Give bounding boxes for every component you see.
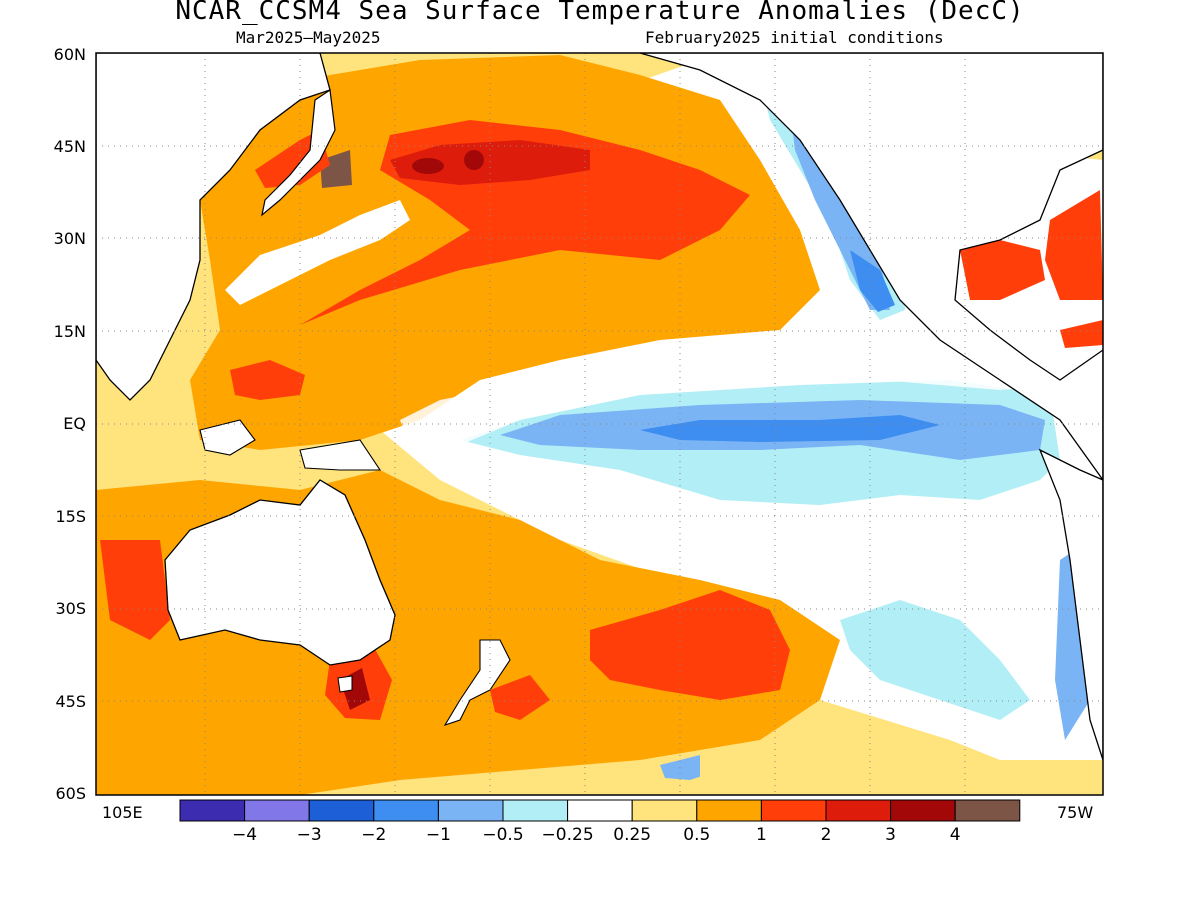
colorbar-tick-label: −3	[296, 825, 322, 845]
colorbar-swatch	[437, 799, 504, 822]
lon-label-75w: 75W	[1057, 803, 1094, 822]
lat-label-15s: 15S	[55, 507, 86, 526]
colorbar-swatch	[631, 799, 698, 822]
colorbar-swatch	[567, 799, 633, 822]
colorbar-swatch	[244, 799, 310, 822]
colorbar-swatch	[825, 799, 892, 822]
colorbar-tick-label: −1	[425, 825, 451, 845]
colorbar-swatch	[179, 799, 246, 822]
colorbar-swatch	[954, 799, 1021, 822]
colorbar-tick-label: −4	[232, 825, 258, 845]
colorbar-tick-label: −0.25	[541, 825, 594, 845]
lat-label-30n: 30N	[53, 229, 86, 248]
colorbar	[179, 799, 1021, 822]
colorbar-tick-label: 4	[949, 825, 961, 845]
lat-label-45n: 45N	[53, 137, 86, 156]
lat-label-30s: 30S	[55, 599, 86, 618]
lat-label-45s: 45S	[55, 692, 86, 711]
map-title: NCAR_CCSM4 Sea Surface Temperature Anoma…	[175, 0, 1025, 26]
colorbar-tick-label: −2	[361, 825, 387, 845]
initial-conditions: February2025 initial conditions	[645, 28, 944, 47]
colorbar-swatch	[502, 799, 569, 822]
lon-label-105e: 105E	[102, 803, 143, 822]
colorbar-swatch	[760, 799, 827, 822]
map-frame	[95, 52, 1104, 796]
colorbar-tick-label: 2	[820, 825, 832, 845]
lat-label-60s: 60S	[55, 784, 86, 803]
graticule	[96, 53, 1103, 795]
colorbar-tick-label: 1	[755, 825, 767, 845]
lat-label-60n: 60N	[53, 45, 86, 64]
colorbar-tick-label: 0.5	[683, 825, 711, 845]
sst-anomaly-field	[96, 53, 1103, 795]
forecast-period: Mar2025–May2025	[236, 28, 381, 47]
colorbar-swatch	[890, 799, 956, 822]
lat-label-15n: 15N	[53, 322, 86, 341]
colorbar-swatch	[308, 799, 375, 822]
colorbar-swatch	[373, 799, 439, 822]
lat-label-eq: EQ	[63, 414, 86, 433]
colorbar-tick-label: 0.25	[613, 825, 652, 845]
colorbar-tick-label: −0.5	[482, 825, 524, 845]
colorbar-swatch	[696, 799, 762, 822]
colorbar-tick-label: 3	[885, 825, 897, 845]
